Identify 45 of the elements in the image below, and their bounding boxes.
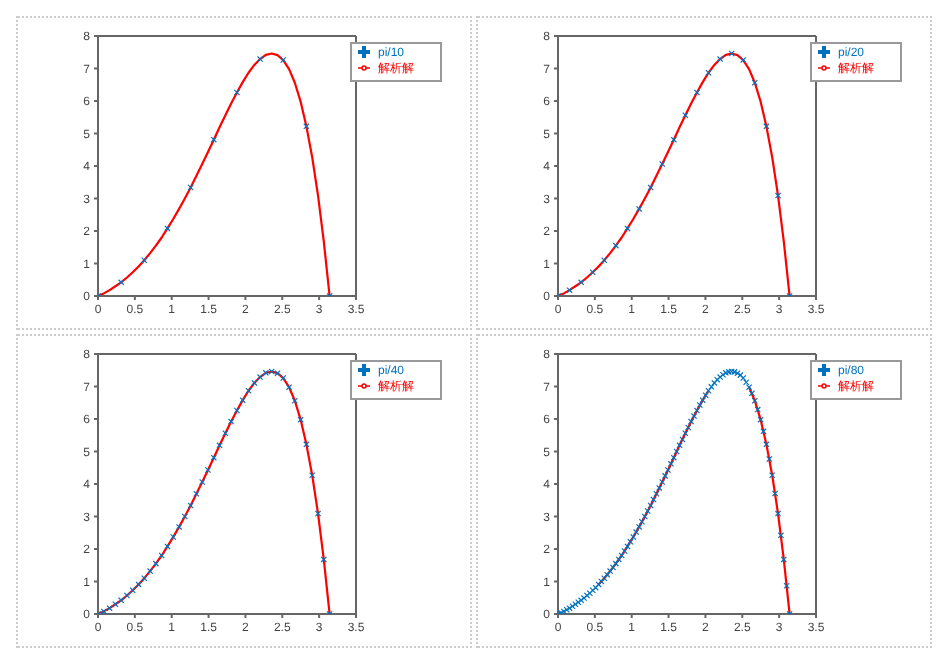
- line-series: [558, 52, 791, 296]
- point: [245, 387, 252, 394]
- point: [728, 50, 735, 57]
- point: [216, 442, 223, 449]
- point: [233, 407, 241, 414]
- point: [314, 510, 322, 517]
- point: [123, 592, 131, 599]
- point: [181, 513, 189, 520]
- point: [117, 597, 125, 604]
- point: [187, 502, 194, 509]
- point: [233, 89, 241, 96]
- point: [647, 184, 654, 191]
- point: [227, 418, 235, 425]
- point: [280, 56, 287, 64]
- point: [670, 136, 678, 143]
- point: [612, 242, 620, 249]
- point: [112, 601, 119, 608]
- point: [659, 160, 666, 168]
- point: [170, 533, 177, 541]
- point: [239, 396, 246, 404]
- point: [774, 192, 782, 199]
- point: [117, 279, 125, 286]
- point: [199, 478, 206, 486]
- point: [274, 369, 281, 377]
- point: [210, 454, 218, 461]
- point: [577, 279, 585, 286]
- point: [693, 89, 701, 96]
- point: [320, 556, 327, 563]
- point: [193, 490, 200, 497]
- point: [268, 368, 275, 375]
- point: [158, 552, 165, 559]
- point: [682, 112, 689, 119]
- point: [100, 608, 108, 614]
- point: [566, 286, 573, 294]
- point: [280, 374, 287, 382]
- point: [210, 136, 218, 143]
- point: [187, 184, 194, 191]
- point: [740, 56, 747, 64]
- point: [705, 69, 712, 76]
- point: [152, 560, 160, 567]
- line-series: [98, 52, 331, 296]
- line-series: [98, 370, 331, 614]
- point: [106, 604, 113, 612]
- point: [222, 430, 229, 437]
- point: [251, 379, 258, 387]
